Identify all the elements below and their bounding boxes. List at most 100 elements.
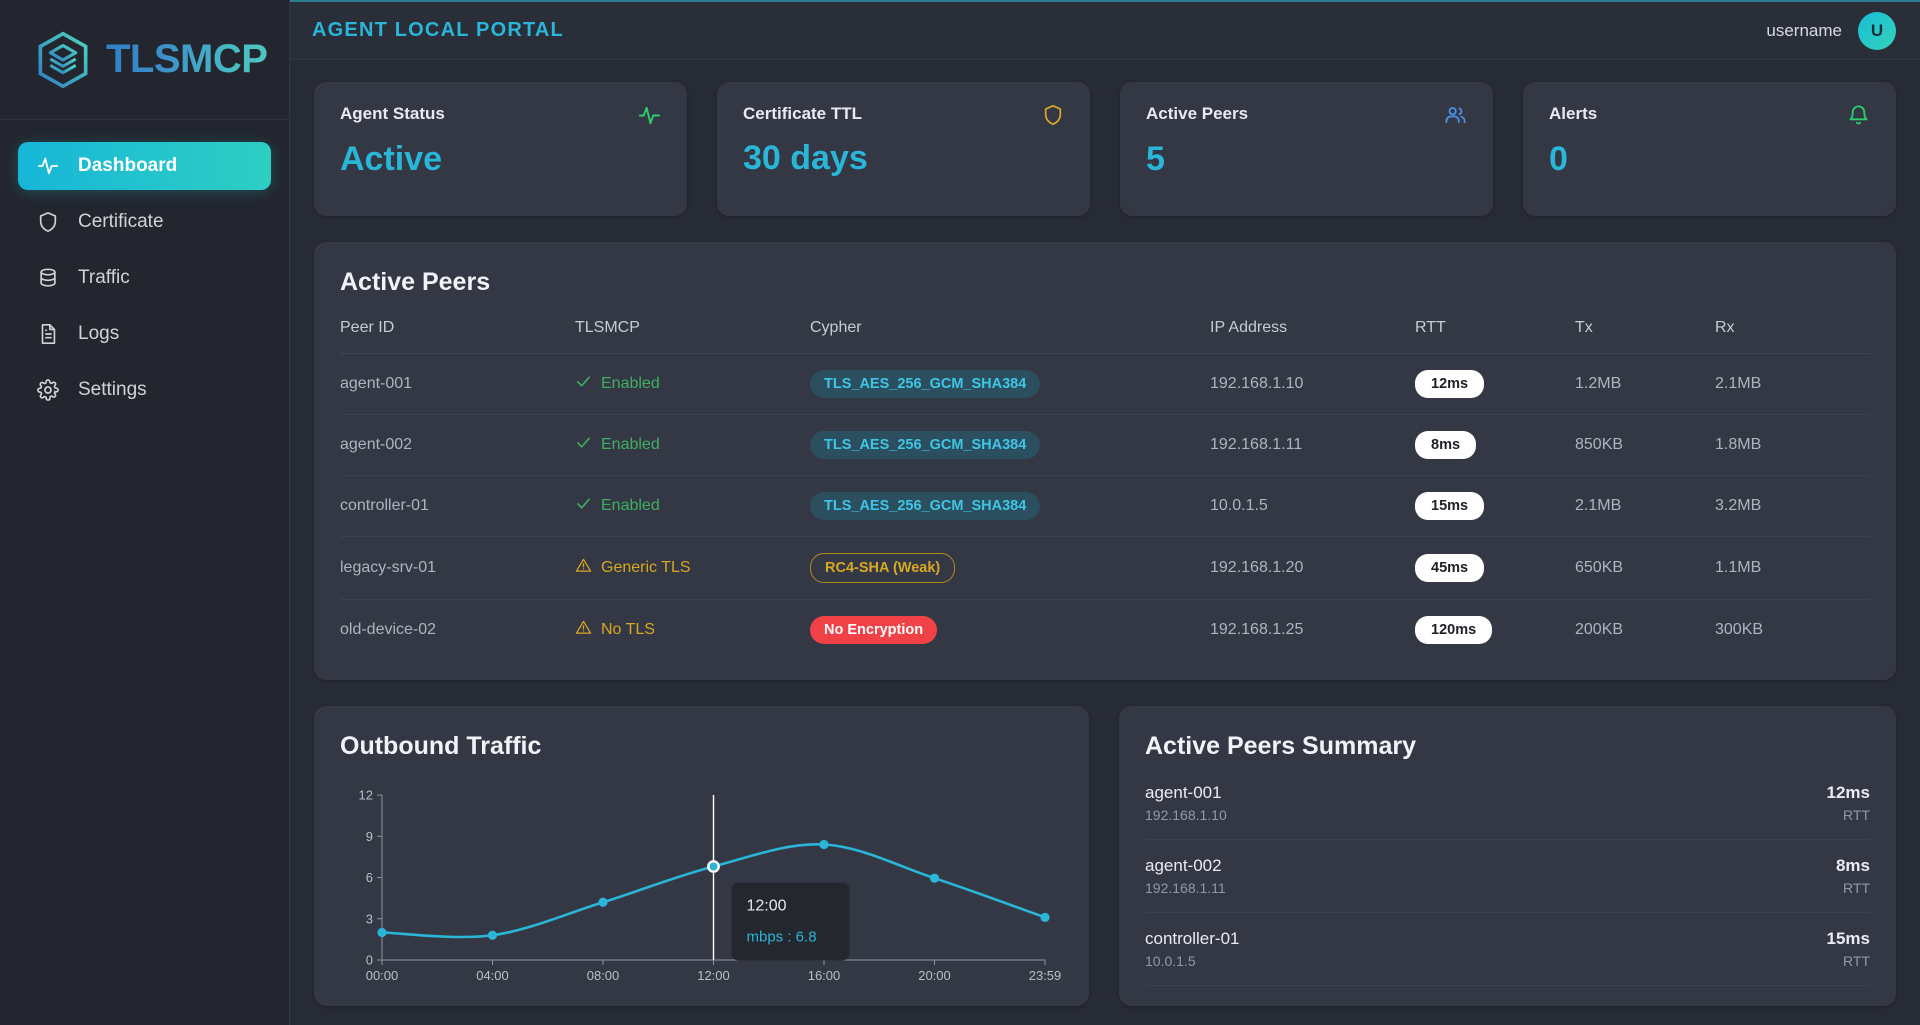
cell-ip-address: 192.168.1.10 <box>1210 353 1415 415</box>
cell-cypher: TLS_AES_256_GCM_SHA384 <box>810 353 1210 415</box>
cell-tx: 2.1MB <box>1575 475 1715 537</box>
active-peers-panel: Active Peers Peer ID TLSMCP Cypher IP Ad… <box>314 242 1896 680</box>
activity-pulse-icon <box>638 104 661 132</box>
cell-rx: 300KB <box>1715 621 1764 638</box>
cell-peer-id: legacy-srv-01 <box>340 536 575 600</box>
outbound-traffic-chart[interactable]: 0 3 6 9 12 00:00 04:00 08:00 12:00 16:00 20:00 23:5… <box>340 785 1063 990</box>
avatar[interactable]: U <box>1858 11 1896 50</box>
cell-ip-address: 192.168.1.20 <box>1210 536 1415 600</box>
table-row[interactable]: old-device-02 No TLS No Encryption 192.168.… <box>340 600 1870 661</box>
list-item[interactable]: agent-002 192.168.1.11 8ms RTT <box>1145 840 1870 913</box>
summary-rtt-info: 8ms RTT <box>1836 856 1870 896</box>
table-row[interactable]: agent-001 Enabled TLS_AES_256_GCM_SHA384 19… <box>340 353 1870 415</box>
user-menu[interactable]: username U <box>1766 11 1896 50</box>
summary-rtt-label: RTT <box>1843 880 1870 896</box>
cell-rtt: 120ms <box>1415 600 1575 661</box>
list-item[interactable]: controller-01 10.0.1.5 15ms RTT <box>1145 913 1870 986</box>
column-header-rtt[interactable]: RTT <box>1415 319 1575 354</box>
cypher-badge: TLS_AES_256_GCM_SHA384 <box>810 431 1041 459</box>
cell-ip-address: 10.0.1.5 <box>1210 475 1415 537</box>
cypher-badge: TLS_AES_256_GCM_SHA384 <box>810 370 1041 398</box>
column-header-rx[interactable]: Rx <box>1715 319 1870 354</box>
database-icon <box>36 266 60 290</box>
content-area: Agent Status Active Certificate TTL <box>290 60 1920 1025</box>
summary-peer-ip: 192.168.1.11 <box>1145 880 1226 896</box>
sidebar-item-certificate[interactable]: Certificate <box>18 198 271 246</box>
cypher-badge: No Encryption <box>810 616 938 644</box>
shield-icon <box>1042 104 1064 131</box>
svg-text:04:00: 04:00 <box>476 968 509 983</box>
cell-cypher: TLS_AES_256_GCM_SHA384 <box>810 414 1210 476</box>
sidebar-item-settings[interactable]: Settings <box>18 366 271 414</box>
summary-peer-name: agent-002 <box>1145 856 1222 875</box>
gear-icon <box>36 378 60 402</box>
svg-text:0: 0 <box>366 953 373 968</box>
cypher-badge: TLS_AES_256_GCM_SHA384 <box>810 492 1041 520</box>
list-item[interactable]: agent-001 192.168.1.10 12ms RTT <box>1145 761 1870 840</box>
username-label: username <box>1766 20 1842 40</box>
cell-tls-status: Generic TLS <box>575 536 810 600</box>
sidebar-item-logs[interactable]: Logs <box>18 310 271 358</box>
main-area: AGENT LOCAL PORTAL username U Agent Stat… <box>290 0 1920 1025</box>
cell-rtt: 12ms <box>1415 353 1575 415</box>
summary-rtt-info: 12ms RTT <box>1827 783 1870 823</box>
cell-cypher: TLS_AES_256_GCM_SHA384 <box>810 475 1210 537</box>
tls-status-label: Enabled <box>601 375 660 392</box>
cell-peer-id: controller-01 <box>340 475 575 537</box>
stat-label: Agent Status <box>340 104 445 123</box>
cell-rx: 2.1MB <box>1715 353 1870 415</box>
bell-icon <box>1847 104 1870 132</box>
sidebar-nav: Dashboard Certificate Traffic Logs <box>0 120 289 414</box>
cell-tx: 650KB <box>1575 536 1715 600</box>
check-icon <box>575 495 592 517</box>
table-row[interactable]: controller-01 Enabled TLS_AES_256_GCM_SHA3… <box>340 475 1870 537</box>
sidebar-item-label: Certificate <box>78 211 164 232</box>
column-header-tx[interactable]: Tx <box>1575 319 1715 354</box>
summary-rtt-label: RTT <box>1843 807 1870 823</box>
users-icon <box>1444 104 1467 132</box>
column-header-ip-address[interactable]: IP Address <box>1210 319 1415 354</box>
tls-status-label: Generic TLS <box>601 559 691 576</box>
cell-rx: 3.2MB <box>1715 475 1870 537</box>
brand-name: TLSMCP <box>106 37 268 81</box>
cell-tx: 200KB <box>1575 621 1624 638</box>
column-header-tlsmcp[interactable]: TLSMCP <box>575 319 810 354</box>
table-row[interactable]: legacy-srv-01 Generic TLS RC4-SHA (Weak) 19… <box>340 536 1870 600</box>
stat-value: 0 <box>1549 140 1568 178</box>
cell-tx: 850KB <box>1575 414 1715 476</box>
rtt-badge: 15ms <box>1415 492 1485 520</box>
sidebar-item-dashboard[interactable]: Dashboard <box>18 142 271 190</box>
column-header-cypher[interactable]: Cypher <box>810 319 1210 354</box>
warning-triangle-icon <box>575 619 592 641</box>
cell-rtt: 8ms <box>1415 414 1575 476</box>
cell-tls-status: Enabled <box>575 353 810 415</box>
cell-tls-status: Enabled <box>575 414 810 476</box>
cell-peer-id: agent-001 <box>340 353 575 415</box>
svg-text:12: 12 <box>359 788 373 803</box>
top-bar: AGENT LOCAL PORTAL username U <box>290 0 1920 60</box>
table-row[interactable]: agent-002 Enabled TLS_AES_256_GCM_SHA384 19… <box>340 414 1870 476</box>
active-peers-table: Peer ID TLSMCP Cypher IP Address RTT Tx … <box>340 319 1870 660</box>
svg-text:08:00: 08:00 <box>587 968 620 983</box>
check-icon <box>575 373 592 395</box>
check-icon <box>575 434 592 456</box>
summary-rtt-value: 12ms <box>1826 783 1870 802</box>
summary-list: agent-001 192.168.1.10 12ms RTT agent-002 192… <box>1145 761 1870 986</box>
stat-card-active-peers: Active Peers 5 <box>1120 82 1493 216</box>
sidebar-item-label: Logs <box>78 323 120 344</box>
stat-label: Alerts <box>1549 104 1598 123</box>
sidebar-item-traffic[interactable]: Traffic <box>18 254 271 302</box>
tls-status-label: Enabled <box>601 497 660 514</box>
svg-text:23:59: 23:59 <box>1029 968 1062 983</box>
tls-status-label: Enabled <box>601 436 660 453</box>
chart-svg: 0 3 6 9 12 00:00 04:00 08:00 12:00 16:00 20:00 23:5… <box>359 788 1062 984</box>
sidebar-item-label: Dashboard <box>78 155 178 176</box>
cell-cypher: RC4-SHA (Weak) <box>810 536 1210 600</box>
stat-card-certificate-ttl: Certificate TTL 30 days <box>717 82 1090 216</box>
column-header-peer-id[interactable]: Peer ID <box>340 319 575 354</box>
brand-logo[interactable]: TLSMCP <box>0 0 289 120</box>
table-header-row: Peer ID TLSMCP Cypher IP Address RTT Tx … <box>340 319 1870 354</box>
svg-text:mbps : 6.8: mbps : 6.8 <box>747 929 817 946</box>
cell-rx: 1.1MB <box>1715 536 1870 600</box>
